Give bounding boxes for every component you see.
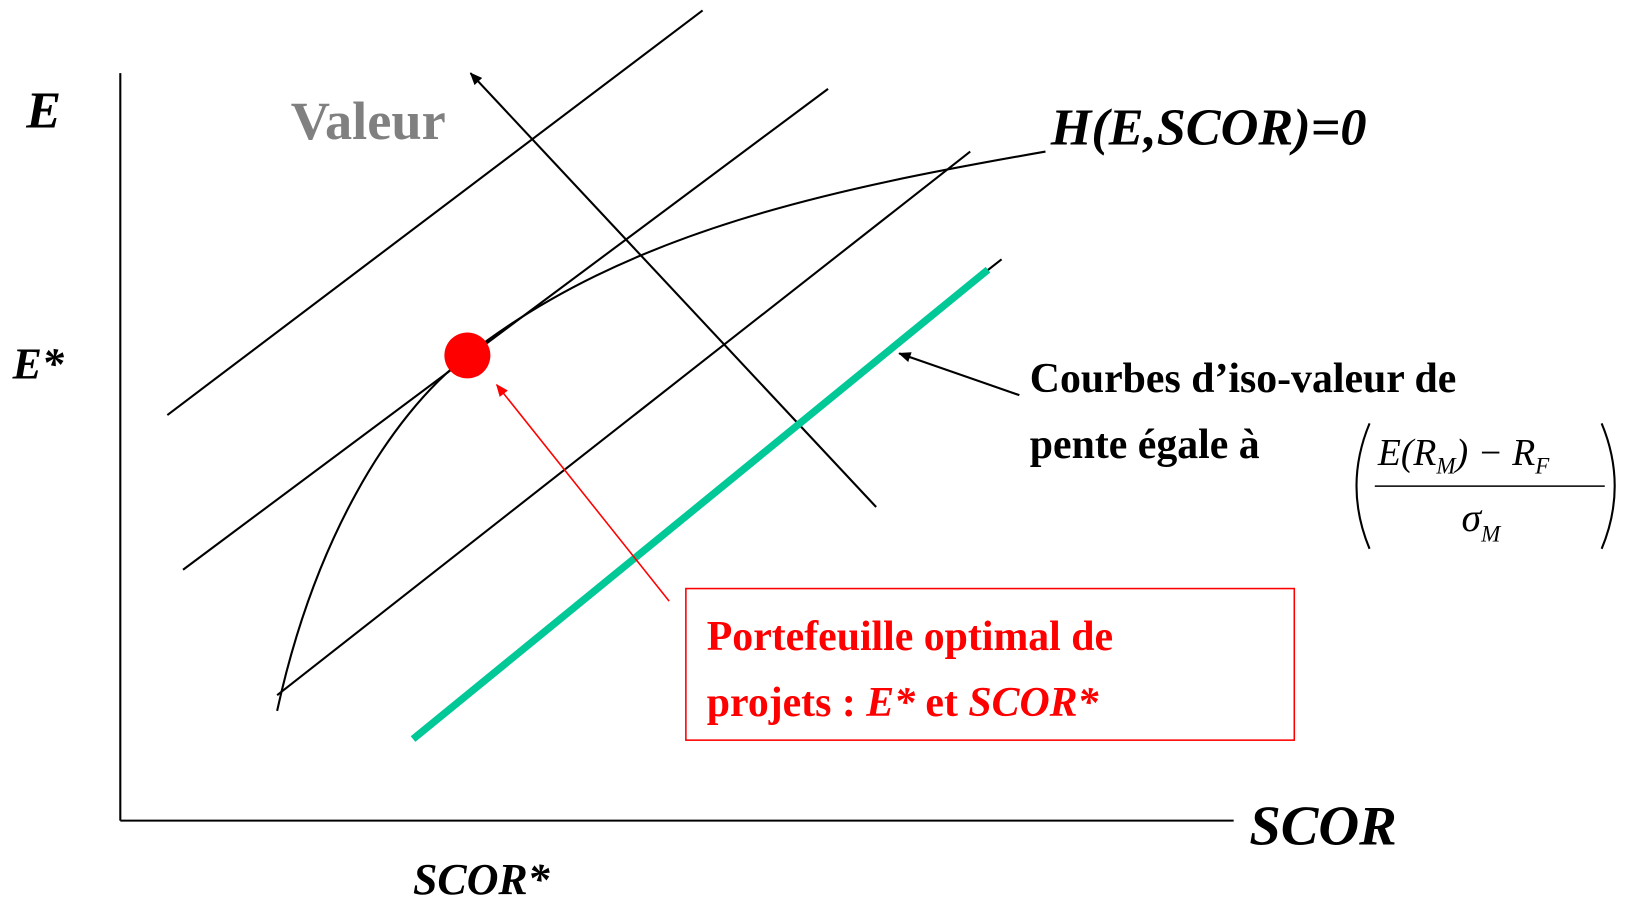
formula-part: ) − R bbox=[1454, 432, 1536, 474]
formula-part: σ bbox=[1462, 496, 1483, 540]
iso-line bbox=[276, 150, 971, 697]
annotation-arrow bbox=[898, 352, 1020, 397]
annotation-line: Courbes d’iso-valeur de bbox=[1030, 356, 1457, 402]
callout-line: Portefeuille optimal de bbox=[707, 614, 1113, 660]
denominator: σM bbox=[1462, 496, 1503, 546]
callout-box bbox=[685, 587, 1296, 741]
curve-label: H(E,SCOR)=0 bbox=[1050, 98, 1367, 156]
callout-part: SCOR* bbox=[968, 680, 1099, 726]
callout-part: E* bbox=[865, 680, 916, 726]
formula-sub: F bbox=[1534, 454, 1550, 479]
formula-sub: M bbox=[1480, 522, 1502, 547]
y-marker: E* bbox=[12, 340, 65, 388]
iso-line bbox=[182, 88, 829, 571]
direction-label: Valeur bbox=[291, 91, 446, 151]
x-axis-label: SCOR bbox=[1249, 796, 1396, 858]
callout-arrow bbox=[496, 383, 670, 602]
numerator: E(RM) − RF bbox=[1377, 432, 1550, 478]
x-marker: SCOR* bbox=[413, 856, 551, 898]
callout-part: et bbox=[915, 680, 968, 726]
formula-part: E(R bbox=[1377, 432, 1437, 474]
y-axis-label: E bbox=[25, 82, 61, 140]
callout-line: projets : E* et SCOR* bbox=[707, 680, 1100, 726]
optimal-iso-line bbox=[410, 266, 991, 742]
paren bbox=[1600, 422, 1616, 550]
annotation-line: pente égale à bbox=[1030, 422, 1260, 468]
formula-sub: M bbox=[1435, 454, 1457, 479]
paren bbox=[1355, 422, 1371, 550]
optimal-point bbox=[444, 332, 491, 379]
formula: E(RM) − RF σM bbox=[1355, 422, 1616, 550]
direction-arrow bbox=[469, 72, 877, 508]
callout-part: projets : bbox=[707, 680, 866, 726]
curve bbox=[276, 150, 1046, 712]
iso-line bbox=[166, 9, 704, 416]
axes bbox=[119, 73, 1234, 822]
